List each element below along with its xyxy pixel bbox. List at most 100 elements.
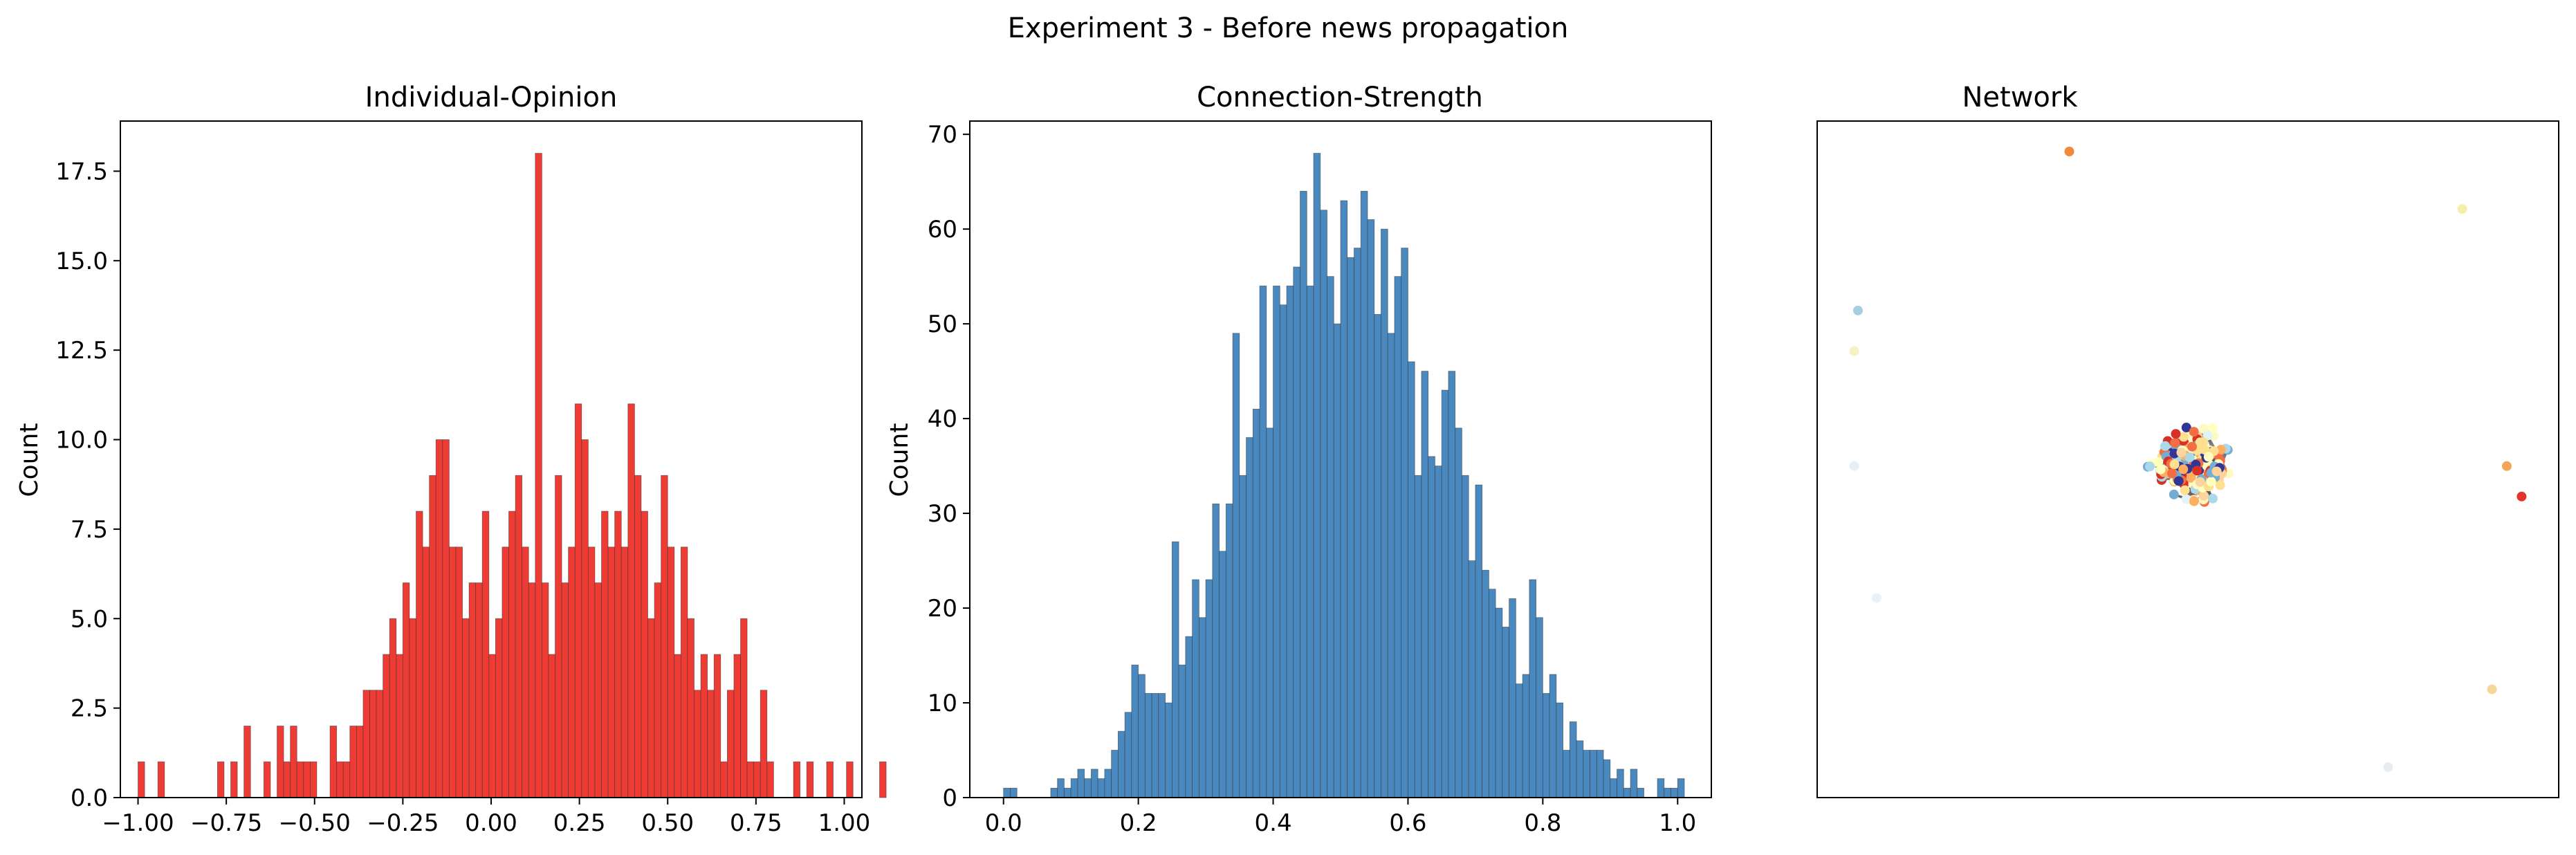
strength-bar (1374, 314, 1381, 798)
opinion-bar (422, 546, 430, 798)
network-node (2207, 423, 2218, 433)
strength-bar (1448, 371, 1456, 798)
network-isolated-node (1849, 346, 1859, 356)
network-isolated-node (2501, 461, 2512, 471)
strength-bar (1590, 750, 1597, 798)
opinion-bar (369, 690, 377, 798)
strength-y-tick-label: 10 (928, 690, 957, 717)
opinion-bar (620, 546, 629, 798)
opinion-bar (561, 582, 569, 798)
network-nodes (1849, 147, 2527, 772)
opinion-bar (879, 761, 887, 798)
network-node (2215, 480, 2225, 490)
network-node (2173, 476, 2184, 486)
strength-bar (1165, 702, 1172, 798)
opinion-bar (726, 690, 735, 798)
opinion-x-tick-label: −0.25 (367, 809, 439, 837)
network-node (2153, 457, 2164, 468)
strength-bar (1057, 778, 1065, 798)
opinion-bar (336, 761, 344, 798)
opinion-bar (627, 403, 635, 798)
opinion-x-tick-label: 0.25 (553, 809, 606, 837)
opinion-bars (138, 153, 887, 798)
opinion-bar (568, 546, 576, 798)
opinion-bar (733, 654, 741, 798)
opinion-bar (376, 690, 384, 798)
strength-bar (1192, 579, 1199, 798)
opinion-bar (290, 726, 297, 798)
network-node (2186, 472, 2196, 483)
opinion-bar (753, 761, 761, 798)
opinion-bar (607, 546, 616, 798)
strength-bar (1212, 503, 1220, 798)
strength-bar (1637, 787, 1644, 798)
opinion-bar (587, 546, 596, 798)
strength-bar (1097, 778, 1105, 798)
opinion-bar (309, 761, 318, 798)
opinion-bar (349, 726, 357, 798)
strength-bar (1327, 276, 1334, 798)
opinion-bar (277, 726, 284, 798)
strength-bar (1360, 190, 1368, 798)
opinion-bar (574, 403, 582, 798)
strength-bar (1387, 333, 1395, 798)
strength-y-tick-label: 30 (928, 500, 957, 528)
opinion-bar (495, 618, 503, 798)
strength-bar (1171, 541, 1179, 798)
strength-bar (1381, 228, 1388, 798)
strength-bar (1441, 389, 1449, 798)
strength-bar (1104, 769, 1112, 798)
strength-bar (1010, 787, 1018, 798)
strength-bar (1623, 787, 1631, 798)
opinion-bar (601, 511, 609, 798)
network-node (2176, 448, 2187, 458)
opinion-y-tick-label: 15.0 (55, 248, 108, 275)
opinion-bar (528, 582, 536, 798)
strength-x-tick-label: 0.0 (985, 809, 1022, 837)
strength-x-tick-label: 1.0 (1659, 809, 1696, 837)
strength-bar (1158, 692, 1166, 798)
network-node (2203, 452, 2214, 462)
strength-bar (1367, 219, 1375, 798)
strength-bar (1671, 787, 1678, 798)
opinion-bar (694, 690, 701, 798)
opinion-bar (760, 690, 768, 798)
opinion-bar (157, 761, 165, 798)
opinion-bar (283, 761, 291, 798)
opinion-bar (661, 475, 668, 798)
network-node (2145, 461, 2155, 472)
opinion-bar (720, 761, 728, 798)
strength-bar (1664, 787, 1671, 798)
strength-bar (1225, 503, 1233, 798)
strength-bar (1300, 190, 1307, 798)
opinion-bar (581, 439, 589, 798)
network-node (2155, 464, 2166, 475)
strength-bar (1232, 333, 1240, 798)
strength-y-tick-label: 20 (928, 595, 957, 623)
strength-bar (1630, 769, 1638, 798)
strength-bar (1522, 674, 1530, 798)
opinion-bar (356, 726, 364, 798)
opinion-bar (462, 618, 470, 798)
strength-bar (1462, 475, 1469, 798)
strength-bar (1583, 750, 1590, 798)
opinion-bar (263, 761, 271, 798)
strength-bar (1313, 153, 1321, 798)
strength-bar (1050, 787, 1058, 798)
strength-bar (1408, 361, 1415, 798)
strength-bar (1347, 257, 1354, 798)
opinion-bar (806, 761, 814, 798)
network-node (2160, 441, 2171, 451)
strength-bar (1455, 428, 1462, 798)
opinion-bar (217, 761, 225, 798)
opinion-bar (416, 511, 423, 798)
strength-bar (1131, 664, 1139, 798)
opinion-x-tick-label: 0.75 (730, 809, 782, 837)
strength-bar (1252, 409, 1260, 798)
strength-bar (1529, 579, 1537, 798)
network-node (2207, 493, 2218, 504)
strength-bar (1428, 456, 1435, 798)
opinion-bar (502, 546, 509, 798)
opinion-bar (740, 618, 748, 798)
network-isolated-node (2064, 147, 2074, 157)
